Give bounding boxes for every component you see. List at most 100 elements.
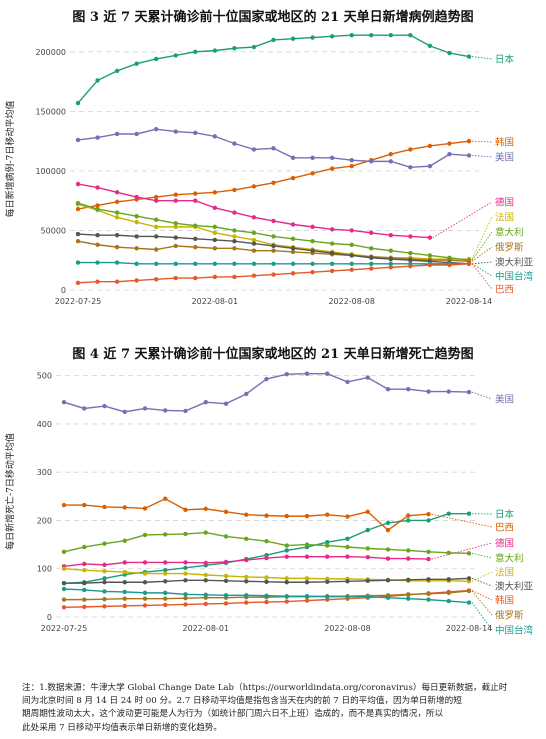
data-point (212, 246, 218, 251)
data-point (212, 230, 218, 236)
data-point (232, 246, 237, 251)
footnote-line: 期周期性波动太大，这个波动更可能是人为行为（如统计部门周六日不上班）造成的，而不… (22, 709, 444, 720)
series-label: 俄罗斯 (495, 242, 524, 254)
series-label: 中国台湾 (495, 625, 534, 637)
data-point (345, 579, 350, 584)
data-point (61, 586, 67, 592)
data-point (232, 261, 237, 266)
data-point (290, 261, 296, 266)
y-tick-label: 50000 (41, 226, 66, 235)
data-point (345, 514, 350, 519)
series-label: 澳大利亚 (495, 257, 534, 269)
data-point (406, 386, 411, 392)
data-point (61, 400, 67, 405)
data-point (183, 565, 188, 570)
data-point (447, 262, 452, 268)
data-point (365, 375, 370, 380)
data-point (385, 386, 391, 392)
chart1-title: 图 3 近 7 天累计确诊前十位国家或地区的 21 天单日新增病例趋势图 (72, 10, 474, 25)
data-point (310, 155, 315, 161)
data-point (203, 530, 208, 535)
data-point (183, 408, 188, 414)
x-tick-label: 2022-07-25 (41, 624, 88, 633)
data-point (369, 246, 374, 251)
data-point (75, 137, 81, 143)
y-tick-label: 150000 (35, 107, 66, 116)
series-line (77, 34, 470, 104)
data-point (349, 157, 354, 163)
data-point (154, 56, 159, 62)
data-point (329, 227, 335, 232)
data-point (388, 261, 393, 266)
data-point (284, 548, 289, 553)
data-point (365, 509, 370, 514)
data-point (329, 166, 335, 171)
data-point (232, 141, 237, 146)
y-axis-label: 每日新增病例-7日移动平均值 (4, 101, 16, 218)
data-point (244, 512, 249, 517)
data-point (284, 599, 289, 604)
data-point (325, 512, 330, 517)
data-point (284, 543, 289, 548)
data-point (408, 147, 413, 152)
data-point (102, 568, 107, 574)
data-point (385, 547, 391, 552)
data-point (244, 536, 249, 542)
data-point (193, 130, 198, 135)
data-point (264, 376, 269, 382)
data-point (75, 206, 81, 212)
data-point (385, 556, 391, 561)
data-point (154, 194, 159, 200)
data-point (408, 165, 413, 170)
data-point (212, 237, 218, 243)
label-leader (471, 216, 493, 260)
data-point (232, 234, 237, 239)
data-point (163, 532, 168, 537)
data-point (388, 152, 393, 157)
data-point (325, 543, 330, 548)
data-point (290, 222, 296, 227)
data-point (427, 235, 433, 240)
data-point (264, 555, 269, 561)
label-leader (471, 56, 493, 60)
data-point (264, 579, 269, 584)
data-point (212, 224, 218, 230)
label-leader (471, 391, 493, 400)
data-point (251, 147, 257, 152)
series-2 (75, 127, 472, 170)
x-tick-label: 2022-08-01 (183, 624, 230, 633)
data-point (102, 589, 107, 594)
data-point (134, 246, 139, 251)
data-point (163, 590, 168, 596)
data-point (232, 238, 237, 244)
data-point (95, 135, 100, 140)
data-point (134, 131, 139, 137)
y-tick-label: 500 (37, 372, 52, 381)
data-point (388, 248, 393, 253)
data-point (114, 131, 120, 137)
data-point (426, 518, 431, 523)
data-point (271, 146, 276, 151)
data-point (369, 230, 374, 236)
data-point (385, 595, 391, 600)
series-label: 韩国 (495, 137, 514, 149)
data-point (193, 198, 198, 203)
data-point (142, 532, 148, 538)
x-tick-label: 2022-08-08 (324, 624, 371, 633)
x-tick-label: 2022-08-14 (446, 297, 493, 306)
data-point (284, 372, 289, 377)
data-point (95, 233, 100, 238)
data-point (345, 379, 350, 385)
data-point (154, 217, 159, 222)
x-tick-label: 2022-07-25 (55, 297, 102, 306)
data-point (173, 275, 178, 281)
data-point (304, 542, 310, 547)
data-point (193, 236, 198, 241)
data-point (173, 235, 178, 240)
data-point (349, 253, 354, 258)
data-point (264, 539, 269, 544)
data-point (349, 261, 354, 266)
label-leader (471, 263, 493, 290)
data-point (102, 576, 107, 581)
data-point (284, 594, 289, 599)
